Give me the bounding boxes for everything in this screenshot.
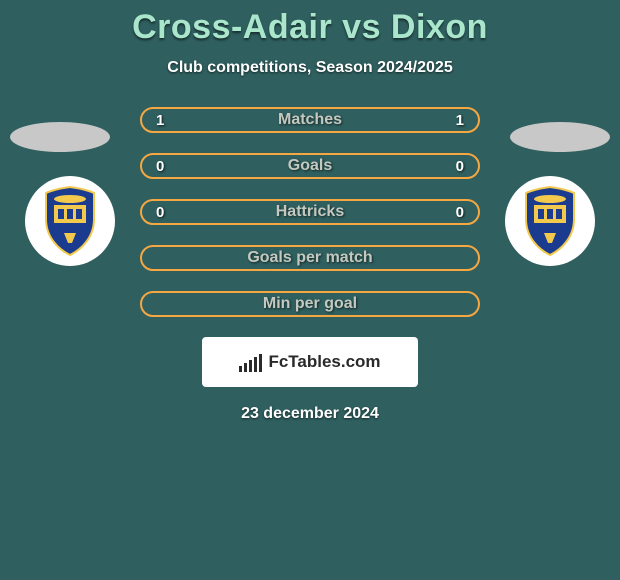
bar-4 xyxy=(254,357,257,372)
stat-label: Goals xyxy=(176,157,444,175)
stat-row-goals-per-match: Goals per match xyxy=(140,245,480,271)
stat-label: Min per goal xyxy=(176,295,444,313)
stat-row-min-per-goal: Min per goal xyxy=(140,291,480,317)
stat-label: Goals per match xyxy=(176,249,444,267)
date-label: 23 december 2024 xyxy=(0,405,620,423)
subtitle: Club competitions, Season 2024/2025 xyxy=(0,59,620,77)
bar-chart-icon xyxy=(239,352,262,372)
stat-row-goals: 0 Goals 0 xyxy=(140,153,480,179)
comparison-infographic: Cross-Adair vs Dixon Club competitions, … xyxy=(0,0,620,580)
stat-label: Matches xyxy=(176,111,444,129)
stat-row-hattricks: 0 Hattricks 0 xyxy=(140,199,480,225)
page-title: Cross-Adair vs Dixon xyxy=(0,8,620,47)
bar-2 xyxy=(244,363,247,372)
stat-right-value: 1 xyxy=(444,112,464,129)
stat-right-value: 0 xyxy=(444,204,464,221)
stat-left-value: 0 xyxy=(156,158,176,175)
bar-1 xyxy=(239,366,242,372)
stat-left-value: 0 xyxy=(156,204,176,221)
stats-area: 1 Matches 1 0 Goals 0 0 Hattricks 0 Goal… xyxy=(0,107,620,317)
stat-row-matches: 1 Matches 1 xyxy=(140,107,480,133)
attribution-box: FcTables.com xyxy=(202,337,418,387)
stat-right-value: 0 xyxy=(444,158,464,175)
stat-label: Hattricks xyxy=(176,203,444,221)
bar-3 xyxy=(249,360,252,372)
stat-left-value: 1 xyxy=(156,112,176,129)
bar-5 xyxy=(259,354,262,372)
attribution-text: FcTables.com xyxy=(268,352,380,372)
